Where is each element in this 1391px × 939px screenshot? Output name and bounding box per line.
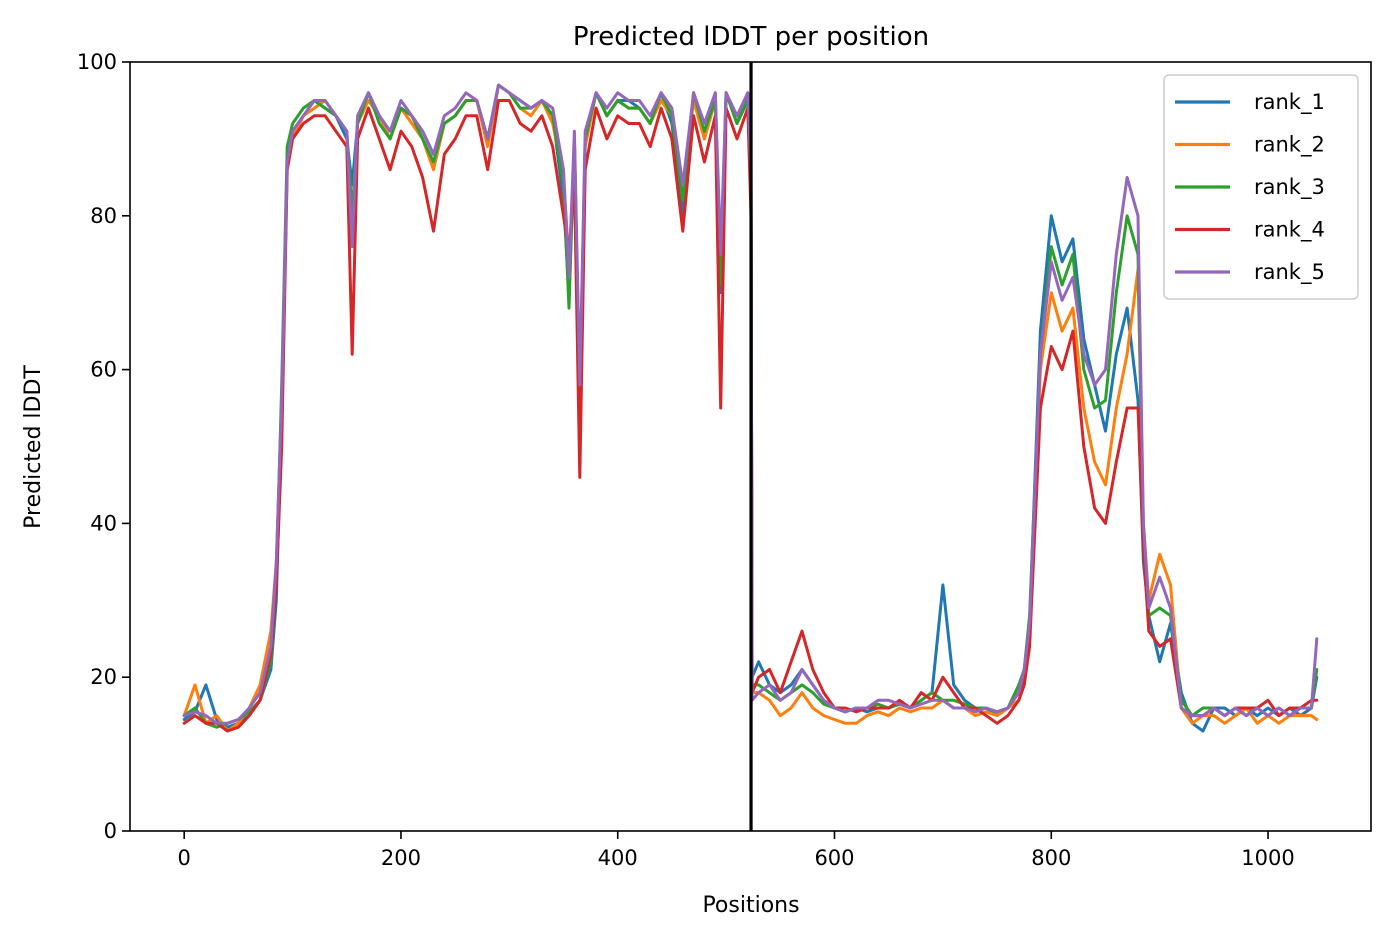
y-tick-label: 20 bbox=[90, 665, 117, 689]
x-tick-label: 800 bbox=[1031, 846, 1071, 870]
y-axis-title: Predicted lDDT bbox=[21, 365, 46, 529]
y-tick-label: 80 bbox=[90, 204, 117, 228]
legend-label-rank-1: rank_1 bbox=[1254, 90, 1325, 115]
legend-label-rank-3: rank_3 bbox=[1254, 175, 1325, 200]
series-line-rank-4 bbox=[182, 99, 1319, 733]
x-axis-title: Positions bbox=[702, 893, 799, 918]
series-layer bbox=[182, 83, 1319, 733]
y-tick-label: 0 bbox=[104, 819, 117, 843]
y-tick-label: 60 bbox=[90, 358, 117, 382]
x-tick-label: 400 bbox=[598, 846, 638, 870]
legend-box bbox=[1163, 74, 1359, 300]
y-tick-label: 100 bbox=[77, 50, 117, 74]
series-line-rank-3 bbox=[182, 83, 1319, 729]
series-line-rank-5 bbox=[182, 83, 1319, 725]
x-axis: 0 200 400 600 800 1000 bbox=[178, 831, 1295, 870]
plot-frame bbox=[129, 61, 1372, 832]
legend-label-rank-5: rank_5 bbox=[1254, 260, 1325, 285]
x-tick-label: 1000 bbox=[1241, 846, 1294, 870]
legend: rank_1 rank_2 rank_3 rank_4 rank_5 bbox=[1163, 74, 1359, 300]
x-tick-label: 600 bbox=[814, 846, 854, 870]
chart-title: Predicted lDDT per position bbox=[573, 22, 929, 52]
y-tick-label: 40 bbox=[90, 511, 117, 535]
legend-label-rank-2: rank_2 bbox=[1254, 133, 1325, 158]
y-axis: 0 20 40 60 80 100 bbox=[77, 50, 130, 843]
legend-label-rank-4: rank_4 bbox=[1254, 218, 1325, 243]
x-tick-label: 200 bbox=[381, 846, 421, 870]
x-tick-label: 0 bbox=[178, 846, 191, 870]
